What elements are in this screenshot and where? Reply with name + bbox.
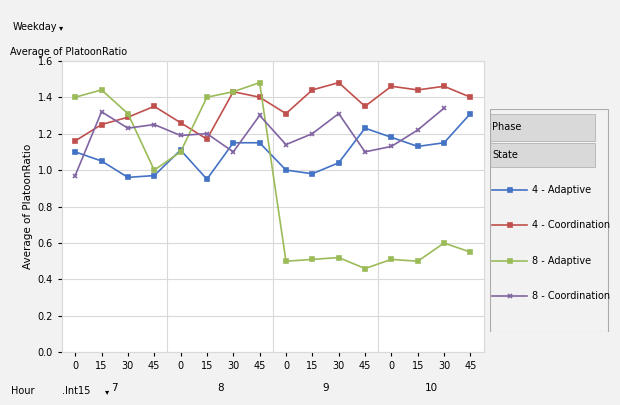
4 - Coordination: [388, 84, 395, 89]
8 - Adaptive: [124, 111, 131, 116]
8 - Adaptive: [282, 259, 290, 264]
4 - Adaptive: [256, 141, 264, 145]
Text: 7: 7: [112, 383, 118, 393]
8 - Adaptive: [151, 168, 158, 173]
4 - Adaptive: [282, 168, 290, 173]
4 - Adaptive: [124, 175, 131, 180]
8 - Coordination: [124, 126, 131, 130]
4 - Coordination: [124, 115, 131, 120]
4 - Coordination: [203, 137, 211, 142]
4 - Adaptive: [177, 147, 184, 152]
8 - Coordination: [361, 149, 369, 154]
8 - Coordination: [256, 113, 264, 118]
4 - Coordination: [71, 139, 79, 143]
4 - Adaptive: [151, 173, 158, 178]
8 - Adaptive: [229, 90, 237, 94]
Text: .Int15: .Int15: [62, 386, 91, 396]
8 - Adaptive: [414, 259, 422, 264]
4 - Coordination: [335, 80, 342, 85]
4 - Adaptive: [414, 144, 422, 149]
Text: 8 - Adaptive: 8 - Adaptive: [532, 256, 591, 266]
8 - Coordination: [203, 131, 211, 136]
8 - Coordination: [388, 144, 395, 149]
8 - Adaptive: [361, 266, 369, 271]
8 - Coordination: [151, 122, 158, 127]
4 - Coordination: [309, 87, 316, 92]
8 - Coordination: [440, 106, 448, 111]
4 - Adaptive: [98, 158, 105, 163]
4 - Adaptive: [467, 111, 474, 116]
4 - Adaptive: [388, 135, 395, 140]
Line: 4 - Adaptive: 4 - Adaptive: [73, 111, 473, 182]
Text: 8: 8: [217, 383, 223, 393]
4 - Adaptive: [440, 141, 448, 145]
8 - Adaptive: [203, 95, 211, 100]
4 - Coordination: [467, 95, 474, 100]
4 - Adaptive: [71, 149, 79, 154]
Text: ▾: ▾: [105, 387, 108, 396]
8 - Adaptive: [335, 255, 342, 260]
Text: 4 - Coordination: 4 - Coordination: [532, 220, 610, 230]
FancyBboxPatch shape: [490, 114, 595, 141]
8 - Coordination: [335, 111, 342, 116]
Text: Weekday: Weekday: [12, 22, 57, 32]
4 - Coordination: [256, 95, 264, 100]
Line: 8 - Adaptive: 8 - Adaptive: [73, 80, 473, 271]
4 - Coordination: [414, 87, 422, 92]
8 - Adaptive: [309, 257, 316, 262]
4 - Coordination: [151, 104, 158, 109]
8 - Coordination: [98, 109, 105, 114]
4 - Coordination: [361, 104, 369, 109]
8 - Adaptive: [388, 257, 395, 262]
Text: Phase: Phase: [492, 122, 521, 132]
8 - Adaptive: [440, 241, 448, 245]
8 - Adaptive: [467, 249, 474, 254]
8 - Adaptive: [177, 149, 184, 154]
4 - Coordination: [440, 84, 448, 89]
Line: 8 - Coordination: 8 - Coordination: [73, 106, 446, 178]
8 - Coordination: [309, 131, 316, 136]
Line: 4 - Coordination: 4 - Coordination: [73, 80, 473, 143]
Text: 10: 10: [424, 383, 438, 393]
4 - Adaptive: [309, 171, 316, 176]
Text: Average of PlatoonRatio: Average of PlatoonRatio: [11, 47, 128, 57]
Text: State: State: [492, 150, 518, 160]
8 - Coordination: [282, 142, 290, 147]
Text: 4 - Adaptive: 4 - Adaptive: [532, 185, 591, 194]
8 - Adaptive: [256, 80, 264, 85]
4 - Adaptive: [335, 160, 342, 165]
8 - Coordination: [414, 128, 422, 132]
Text: ▾: ▾: [59, 23, 63, 32]
4 - Coordination: [282, 111, 290, 116]
Text: 8 - Coordination: 8 - Coordination: [532, 292, 610, 301]
4 - Coordination: [177, 120, 184, 125]
4 - Adaptive: [203, 177, 211, 181]
4 - Coordination: [229, 90, 237, 94]
Y-axis label: Average of PlatoonRatio: Average of PlatoonRatio: [24, 144, 33, 269]
4 - Adaptive: [229, 141, 237, 145]
FancyBboxPatch shape: [490, 143, 595, 167]
8 - Adaptive: [98, 87, 105, 92]
8 - Coordination: [229, 149, 237, 154]
4 - Adaptive: [361, 126, 369, 130]
8 - Coordination: [71, 173, 79, 178]
8 - Coordination: [177, 133, 184, 138]
4 - Coordination: [98, 122, 105, 127]
Text: Hour: Hour: [11, 386, 34, 396]
8 - Adaptive: [71, 95, 79, 100]
Text: 9: 9: [322, 383, 329, 393]
